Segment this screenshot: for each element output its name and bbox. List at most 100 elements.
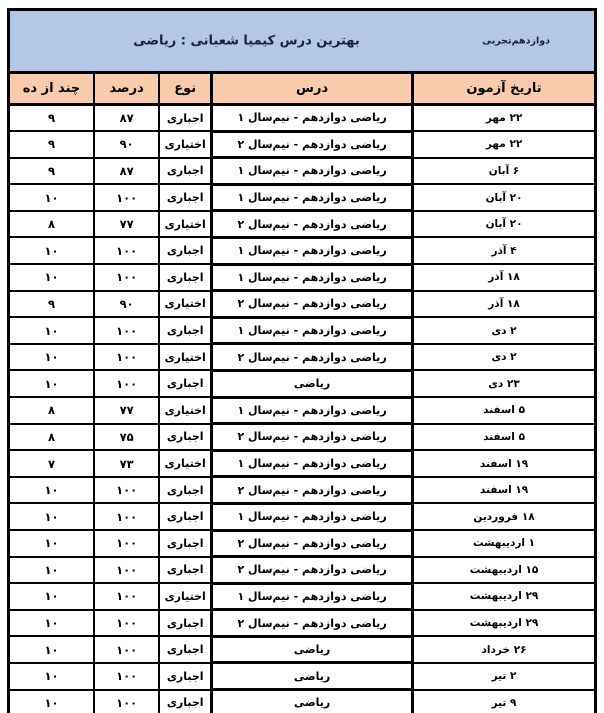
cell-date: ۵ اسفند <box>411 396 597 425</box>
cell-type: اختیاری <box>158 342 213 372</box>
cell-percent: ۱۰۰ <box>92 502 161 531</box>
cell-out_of_ten: ۱۰ <box>7 661 95 691</box>
cell-type: اجباری <box>158 555 213 585</box>
cell-type: اختیاری <box>158 396 213 425</box>
table-row: ۱۸ آذر ریاضی دوازدهم - نیم‌سال ۱ اجباری ۱۰۰… <box>7 262 597 293</box>
cell-date: ۲۲ مهر <box>411 130 597 159</box>
cell-out_of_ten: ۱۰ <box>7 342 95 372</box>
cell-lesson: ریاضی دوازدهم - نیم‌سال ۱ <box>210 581 415 612</box>
cell-percent: ۷۳ <box>92 449 161 478</box>
cell-type: اجباری <box>158 635 213 664</box>
cell-type: اجباری <box>158 316 213 345</box>
cell-date: ۲ دی <box>411 316 597 345</box>
cell-date: ۶ آبان <box>411 156 597 186</box>
cell-lesson: ریاضی دوازدهم - نیم‌سال ۲ <box>210 342 415 372</box>
cell-percent: ۷۷ <box>92 396 161 425</box>
table-row: ۲۲ مهر ریاضی دوازدهم - نیم‌سال ۱ اجباری ۸۷ ۹ <box>7 103 597 133</box>
table-row: ۲۹ اردیبهشت ریاضی دوازدهم - نیم‌سال ۱ اختی… <box>7 581 597 612</box>
cell-out_of_ten: ۱۰ <box>7 688 95 713</box>
table-row: ۶ آبان ریاضی دوازدهم - نیم‌سال ۱ اجباری ۸۷ ۹ <box>7 156 597 186</box>
cell-percent: ۱۰۰ <box>92 475 161 505</box>
cell-type: اجباری <box>158 422 213 452</box>
cell-out_of_ten: ۱۰ <box>7 582 95 611</box>
cell-lesson: ریاضی دوازدهم - نیم‌سال ۲ <box>210 129 415 160</box>
cell-date: ۲۰ آبان <box>411 209 597 239</box>
cell-lesson: ریاضی دوازدهم - نیم‌سال ۲ <box>210 209 415 239</box>
column-header-out_of_ten: چند از ده <box>7 71 95 106</box>
cell-percent: ۸۷ <box>92 103 161 133</box>
cell-out_of_ten: ۱۰ <box>7 263 95 292</box>
cell-percent: ۷۵ <box>92 422 161 452</box>
cell-lesson: ریاضی دوازدهم - نیم‌سال ۲ <box>210 289 415 319</box>
cell-type: اختیاری <box>158 130 213 159</box>
cell-type: اجباری <box>158 502 213 531</box>
table-body: ۲۲ مهر ریاضی دوازدهم - نیم‌سال ۱ اجباری ۸۷ ۹… <box>7 103 597 713</box>
cell-out_of_ten: ۷ <box>7 449 95 478</box>
cell-percent: ۱۰۰ <box>92 688 161 713</box>
cell-lesson: ریاضی دوازدهم - نیم‌سال ۱ <box>210 448 415 479</box>
cell-percent: ۷۷ <box>92 209 161 239</box>
table-row: ۵ اسفند ریاضی دوازدهم - نیم‌سال ۱ اختیاری ۷… <box>7 395 597 426</box>
cell-out_of_ten: ۱۰ <box>7 316 95 345</box>
cell-out_of_ten: ۸ <box>7 209 95 239</box>
cell-lesson: ریاضی <box>210 368 415 399</box>
column-header-percent: درصد <box>92 71 161 106</box>
table-row: ۲۶ خرداد ریاضی اجباری ۱۰۰ ۱۰ <box>7 634 597 665</box>
cell-lesson: ریاضی دوازدهم - نیم‌سال ۲ <box>210 475 415 505</box>
cell-type: اجباری <box>158 369 213 399</box>
cell-type: اجباری <box>158 236 213 266</box>
cell-out_of_ten: ۱۰ <box>7 369 95 399</box>
table-row: ۲۰ آبان ریاضی دوازدهم - نیم‌سال ۲ اختیاری ۷… <box>7 209 597 239</box>
cell-lesson: ریاضی دوازدهم - نیم‌سال ۱ <box>210 182 415 213</box>
cell-date: ۱۹ اسفند <box>411 475 597 505</box>
cell-date: ۵ اسفند <box>411 422 597 452</box>
cell-percent: ۱۰۰ <box>92 635 161 664</box>
cell-lesson: ریاضی دوازدهم - نیم‌سال ۱ <box>210 262 415 293</box>
cell-lesson: ریاضی دوازدهم - نیم‌سال ۲ <box>210 422 415 452</box>
cell-type: اختیاری <box>158 209 213 239</box>
cell-type: اجباری <box>158 688 213 713</box>
report-title: بهترین درس کیمیا شعبانی : ریاضی <box>133 33 360 49</box>
cell-out_of_ten: ۹ <box>7 130 95 159</box>
cell-lesson: ریاضی دوازدهم - نیم‌سال ۲ <box>210 608 415 638</box>
exam-results-table: دوازدهم‌تجربی بهترین درس کیمیا شعبانی : … <box>7 8 597 713</box>
table-row: ۱۹ اسفند ریاضی دوازدهم - نیم‌سال ۱ اختیاری… <box>7 448 597 479</box>
cell-type: اجباری <box>158 661 213 691</box>
cell-date: ۱۸ آذر <box>411 289 597 319</box>
cell-date: ۲ تیر <box>411 661 597 691</box>
cell-percent: ۱۰۰ <box>92 369 161 399</box>
cell-date: ۲۹ اردیبهشت <box>411 608 597 638</box>
cell-percent: ۱۰۰ <box>92 183 161 212</box>
cell-percent: ۱۰۰ <box>92 236 161 266</box>
cell-percent: ۱۰۰ <box>92 529 161 558</box>
cell-out_of_ten: ۱۰ <box>7 183 95 212</box>
cell-date: ۹ تیر <box>411 688 597 713</box>
table-row: ۱ اردیبهشت ریاضی دوازدهم - نیم‌سال ۲ اجبار… <box>7 528 597 559</box>
cell-date: ۴ آذر <box>411 236 597 266</box>
table-row: ۹ تیر ریاضی اجباری ۱۰۰ ۱۰ <box>7 688 597 713</box>
grade-label: دوازدهم‌تجربی <box>482 35 550 47</box>
cell-percent: ۱۰۰ <box>92 582 161 611</box>
cell-date: ۲۶ خرداد <box>411 635 597 664</box>
cell-out_of_ten: ۸ <box>7 396 95 425</box>
banner: دوازدهم‌تجربی بهترین درس کیمیا شعبانی : … <box>7 8 597 74</box>
cell-type: اختیاری <box>158 582 213 611</box>
cell-percent: ۱۰۰ <box>92 316 161 345</box>
table-row: ۲۰ آبان ریاضی دوازدهم - نیم‌سال ۱ اجباری ۱۰… <box>7 182 597 213</box>
table-row: ۲ دی ریاضی دوازدهم - نیم‌سال ۲ اختیاری ۱۰۰ ۱… <box>7 342 597 372</box>
cell-date: ۲ دی <box>411 342 597 372</box>
cell-out_of_ten: ۱۰ <box>7 529 95 558</box>
cell-percent: ۱۰۰ <box>92 555 161 585</box>
cell-out_of_ten: ۱۰ <box>7 555 95 585</box>
cell-percent: ۹۰ <box>92 130 161 159</box>
cell-date: ۱۵ اردیبهشت <box>411 555 597 585</box>
cell-percent: ۱۰۰ <box>92 661 161 691</box>
cell-lesson: ریاضی دوازدهم - نیم‌سال ۲ <box>210 555 415 585</box>
cell-type: اجباری <box>158 263 213 292</box>
cell-out_of_ten: ۱۰ <box>7 502 95 531</box>
cell-type: اجباری <box>158 529 213 558</box>
cell-lesson: ریاضی <box>210 661 415 692</box>
column-header-type: نوع <box>158 71 213 106</box>
cell-percent: ۱۰۰ <box>92 263 161 292</box>
